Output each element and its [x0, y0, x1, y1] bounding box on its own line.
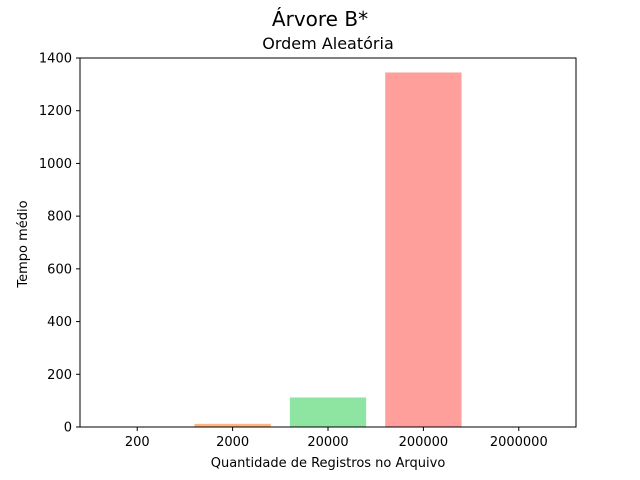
- x-tick-label-200000: 200000: [399, 435, 449, 450]
- x-axis: 200 2000 20000 200000 2000000: [125, 427, 548, 450]
- y-tick-label-600: 600: [47, 262, 72, 277]
- x-tick-label-200: 200: [125, 435, 150, 450]
- plot-frame: [79, 57, 577, 428]
- y-axis: 0 200 400 600 800 1000 1200 1400: [39, 52, 80, 436]
- y-tick-label-400: 400: [47, 315, 72, 330]
- x-tick-label-2000: 2000: [216, 435, 249, 450]
- x-tick-label-2000000: 2000000: [490, 435, 548, 450]
- y-tick-label-200: 200: [47, 368, 72, 383]
- y-tick-label-800: 800: [47, 210, 72, 225]
- bar-2000: [194, 423, 271, 427]
- x-tick-label-20000: 20000: [307, 435, 348, 450]
- bar-200000: [385, 72, 462, 427]
- bar-20000: [289, 397, 367, 427]
- y-axis-label: Tempo médio: [16, 200, 31, 288]
- y-tick-label-1200: 1200: [39, 104, 72, 119]
- chart-suptitle: Árvore B*: [272, 7, 368, 31]
- y-tick-label-0: 0: [64, 421, 72, 436]
- bars-group: [99, 72, 462, 427]
- y-tick-label-1000: 1000: [39, 157, 72, 172]
- y-tick-label-1400: 1400: [39, 52, 72, 67]
- x-axis-label: Quantidade de Registros no Arquivo: [211, 456, 446, 471]
- chart-title: Ordem Aleatória: [262, 34, 394, 53]
